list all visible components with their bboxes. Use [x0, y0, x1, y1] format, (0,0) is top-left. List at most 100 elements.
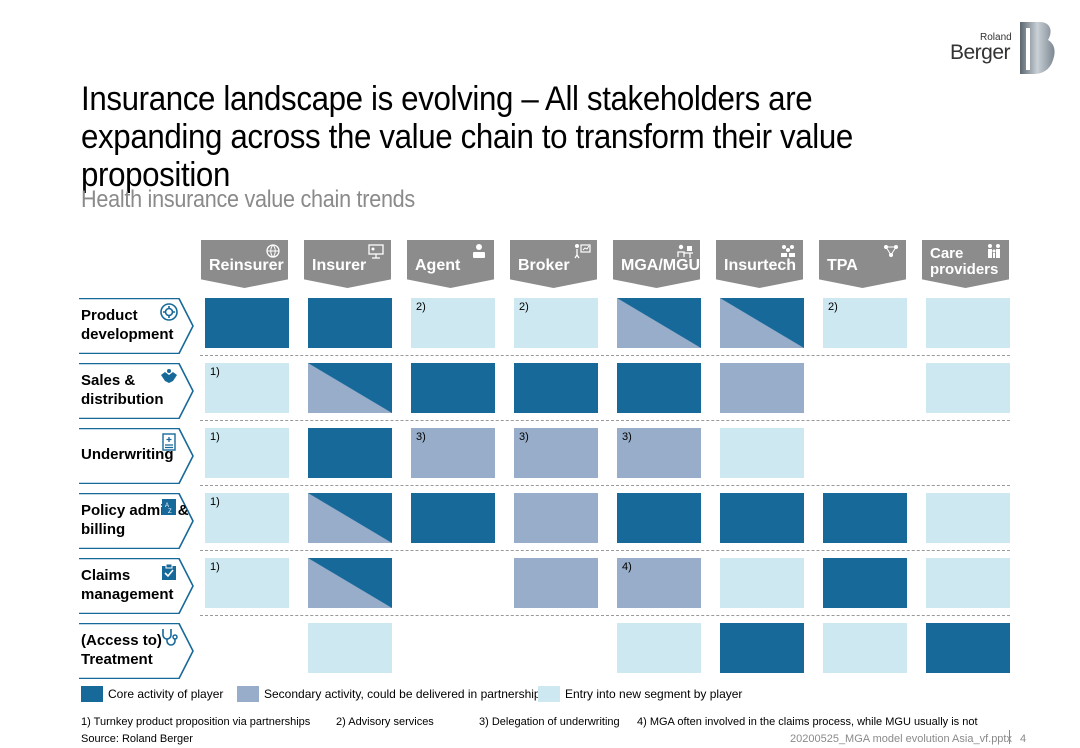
column-header-insurer: Insurer [304, 240, 391, 288]
page-title: Insurance landscape is evolving – All st… [81, 80, 853, 194]
row-divider [200, 355, 1010, 356]
logo-b-mark [1020, 22, 1055, 74]
value-chain-cell: 3) [514, 428, 598, 478]
handshake-icon [159, 367, 179, 387]
value-chain-cell [308, 363, 392, 413]
gear-cycle-icon [159, 302, 179, 322]
row-divider [200, 615, 1010, 616]
cell-footnote-ref: 1) [210, 561, 220, 573]
column-header-reinsurer: Reinsurer [201, 240, 288, 288]
logo-text-berger: Berger [950, 41, 1011, 64]
value-chain-cell [720, 363, 804, 413]
document-plus-icon [159, 432, 179, 452]
row-header-underwriting: Underwriting [79, 428, 195, 484]
cell-footnote-ref: 1) [210, 431, 220, 443]
row-header-label: Claims management [81, 567, 174, 603]
legend-swatch-core [81, 686, 103, 702]
person-laptop-icon [470, 243, 488, 259]
logo-text-roland: Roland [980, 32, 1012, 43]
legend-label-secondary: Secondary activity, could be delivered i… [264, 687, 541, 701]
legend-swatch-secondary [237, 686, 259, 702]
column-header-mga-mgu: MGA/MGU [613, 240, 700, 288]
value-chain-cell [720, 298, 804, 348]
value-chain-cell [720, 428, 804, 478]
value-chain-cell: 1) [205, 428, 289, 478]
value-chain-cell [308, 298, 392, 348]
file-name: 20200525_MGA model evolution Asia_vf.ppt… [790, 733, 1012, 745]
cell-footnote-ref: 1) [210, 496, 220, 508]
row-header-label: Sales & distribution [81, 372, 164, 408]
page-number: 4 [1020, 733, 1027, 745]
value-chain-cell: 2) [411, 298, 495, 348]
row-chevron [79, 623, 194, 679]
value-chain-cell [205, 298, 289, 348]
cell-footnote-ref: 2) [416, 301, 426, 313]
value-chain-cell: 1) [205, 363, 289, 413]
value-chain-cell [926, 623, 1010, 673]
footnote-3: 3) Delegation of underwriting [479, 716, 620, 728]
desk-worker-icon [676, 243, 694, 259]
row-header-label: Policy admin & billing [81, 502, 189, 538]
column-header-label: TPA [827, 257, 858, 274]
value-chain-cell [720, 623, 804, 673]
value-chain-cell: 2) [514, 298, 598, 348]
cell-footnote-ref: 3) [519, 431, 529, 443]
legend-swatch-entry [538, 686, 560, 702]
column-header-care-providers: Care providers [922, 240, 1009, 288]
legend-label-entry: Entry into new segment by player [565, 687, 743, 701]
presenter-chart-icon [573, 243, 591, 259]
clipboard-check-icon [159, 562, 179, 582]
cell-footnote-ref: 3) [416, 431, 426, 443]
stethoscope-icon [159, 627, 179, 647]
presentation-board-icon [367, 243, 385, 259]
value-chain-cell [514, 493, 598, 543]
value-chain-cell [514, 363, 598, 413]
value-chain-cell [617, 363, 701, 413]
value-chain-cell: 4) [617, 558, 701, 608]
value-chain-cell: 3) [411, 428, 495, 478]
row-header-label: Underwriting [81, 446, 174, 463]
column-header-label: Care providers [930, 245, 999, 278]
value-chain-cell [823, 493, 907, 543]
cell-footnote-ref: 3) [622, 431, 632, 443]
svg-text:A: A [165, 503, 169, 509]
column-header-agent: Agent [407, 240, 494, 288]
value-chain-cell: 3) [617, 428, 701, 478]
row-header-sales-distribution: Sales & distribution [79, 363, 195, 419]
row-header-claims-management: Claims management [79, 558, 195, 614]
column-header-label: Broker [518, 257, 570, 274]
row-header-access-to-treatment: (Access to) Treatment [79, 623, 195, 679]
footnote-1: 1) Turnkey product proposition via partn… [81, 716, 311, 728]
value-chain-cell [617, 623, 701, 673]
page-separator [1009, 730, 1010, 744]
value-chain-cell [308, 558, 392, 608]
column-header-insurtech: Insurtech [716, 240, 803, 288]
value-chain-cell [308, 493, 392, 543]
value-chain-cell: 1) [205, 493, 289, 543]
column-header-tpa: TPA [819, 240, 906, 288]
page-subtitle: Health insurance value chain trends [81, 186, 415, 213]
value-chain-cell [823, 623, 907, 673]
column-header-broker: Broker [510, 240, 597, 288]
row-header-label: (Access to) Treatment [81, 632, 162, 668]
value-chain-cell [617, 298, 701, 348]
footnote-4: 4) MGA often involved in the claims proc… [637, 716, 978, 728]
cell-footnote-ref: 2) [828, 301, 838, 313]
value-chain-cell [823, 558, 907, 608]
row-header-policy-admin-billing: Policy admin & billing A Z [79, 493, 195, 549]
roland-berger-logo: Roland Berger [950, 22, 1056, 74]
source-note: Source: Roland Berger [81, 733, 193, 745]
value-chain-cell [926, 363, 1010, 413]
value-chain-cell [617, 493, 701, 543]
footnote-2: 2) Advisory services [336, 716, 434, 728]
value-chain-cell [720, 558, 804, 608]
value-chain-cell [720, 493, 804, 543]
value-chain-cell [926, 558, 1010, 608]
row-header-product-development: Product development [79, 298, 195, 354]
value-chain-cell [514, 558, 598, 608]
cell-footnote-ref: 1) [210, 366, 220, 378]
column-header-label: Insurer [312, 257, 367, 274]
legend-label-core: Core activity of player [108, 687, 224, 701]
column-header-label: MGA/MGU [621, 257, 701, 274]
people-group-icon [779, 243, 797, 259]
